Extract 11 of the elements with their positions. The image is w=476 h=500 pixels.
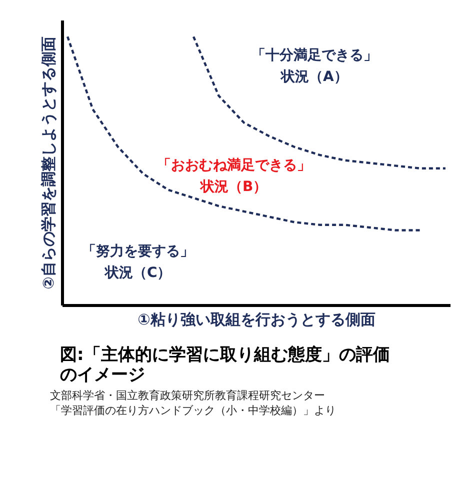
annotation: 状況（A） (280, 68, 348, 85)
text: 「学習評価の在り方ハンドブック（小・中学校編）」より (50, 403, 336, 420)
y-axis-title: ②自らの学習を調整しようとする側面 (40, 36, 58, 290)
annotation: 「十分満足できる」 (251, 47, 378, 64)
annotation: 「おおむね満足できる」 (156, 158, 311, 174)
text: 文部科学省・国立教育政策研究所教育課程研究センター (50, 388, 325, 404)
annotation: 状況（C） (104, 265, 172, 282)
annotation: 状況（B） (199, 179, 268, 196)
annotation: 「努力を要する」 (82, 244, 194, 260)
text: 図:「主体的に学習に取り組む態度」の評価のイメージ (60, 345, 391, 386)
x-axis-title: ①粘り強い取組を行おうとする側面 (138, 310, 376, 328)
